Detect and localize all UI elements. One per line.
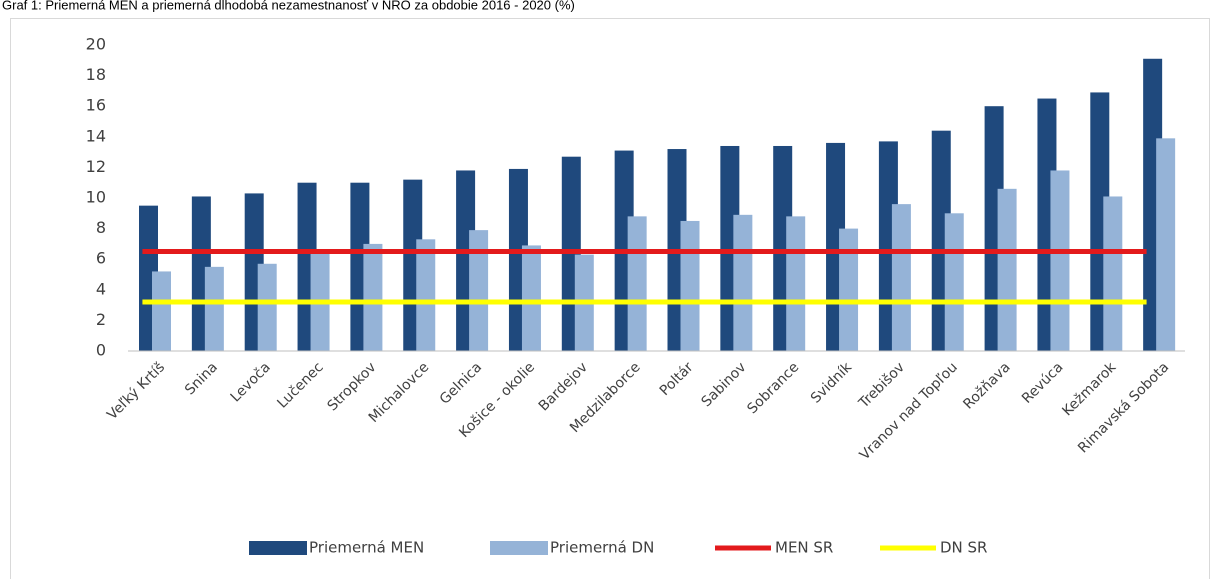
x-tick-label: Poltár [657, 359, 697, 399]
bar [521, 245, 541, 351]
bar [469, 230, 489, 351]
legend-label: DN SR [940, 539, 987, 557]
x-tick-label: Sobrance [744, 359, 802, 417]
x-tick-label: Snina [182, 359, 221, 398]
bar [257, 263, 277, 351]
x-tick-label: Stropkov [325, 359, 380, 414]
x-tick-label: Trebišov [855, 359, 908, 412]
bar [204, 266, 224, 351]
x-tick-label: Sabinov [699, 359, 750, 410]
bar [944, 213, 964, 351]
bar [627, 216, 647, 351]
y-tick-label: 8 [96, 218, 106, 237]
y-tick-label: 12 [86, 157, 106, 176]
x-tick-label: Rožňava [960, 359, 1013, 412]
y-tick-label: 16 [86, 96, 106, 115]
x-tick-label: Vranov nad Topľou [857, 359, 961, 463]
legend-label: Priemerná MEN [309, 539, 424, 557]
chart-title: Graf 1: Priemerná MEN a priemerná dlhodo… [2, 0, 575, 12]
bar [363, 243, 383, 351]
y-tick-label: 10 [86, 188, 106, 207]
bar [1050, 170, 1070, 351]
x-tick-label: Gelnica [437, 359, 485, 407]
bar [1156, 138, 1176, 351]
legend-swatch [490, 541, 548, 555]
bar [733, 214, 753, 351]
bar [786, 216, 806, 351]
x-tick-label: Levoča [228, 359, 274, 405]
x-tick-label: Svidník [808, 359, 856, 407]
x-tick-label: Revúca [1019, 359, 1066, 406]
y-tick-label: 4 [96, 279, 106, 298]
legend-label: MEN SR [775, 539, 833, 557]
bar [416, 239, 436, 351]
legend-swatch [249, 541, 307, 555]
bar [891, 204, 911, 351]
x-tick-label: Veľký Krtíš [104, 359, 168, 423]
bar [1103, 196, 1123, 351]
x-tick-label: Rimavská Sobota [1075, 359, 1172, 456]
x-tick-label: Lučenec [274, 359, 326, 411]
y-tick-label: 14 [86, 126, 106, 145]
bar [680, 220, 700, 351]
y-tick-label: 0 [96, 341, 106, 360]
bar [997, 188, 1017, 351]
y-tick-label: 6 [96, 249, 106, 268]
bar [839, 228, 859, 351]
y-tick-label: 2 [96, 310, 106, 329]
y-tick-label: 20 [86, 35, 106, 54]
bar [152, 271, 171, 351]
y-tick-label: 18 [86, 65, 106, 84]
chart-frame [10, 18, 1210, 579]
x-tick-label: Bardejov [536, 359, 591, 414]
legend-label: Priemerná DN [550, 539, 654, 557]
